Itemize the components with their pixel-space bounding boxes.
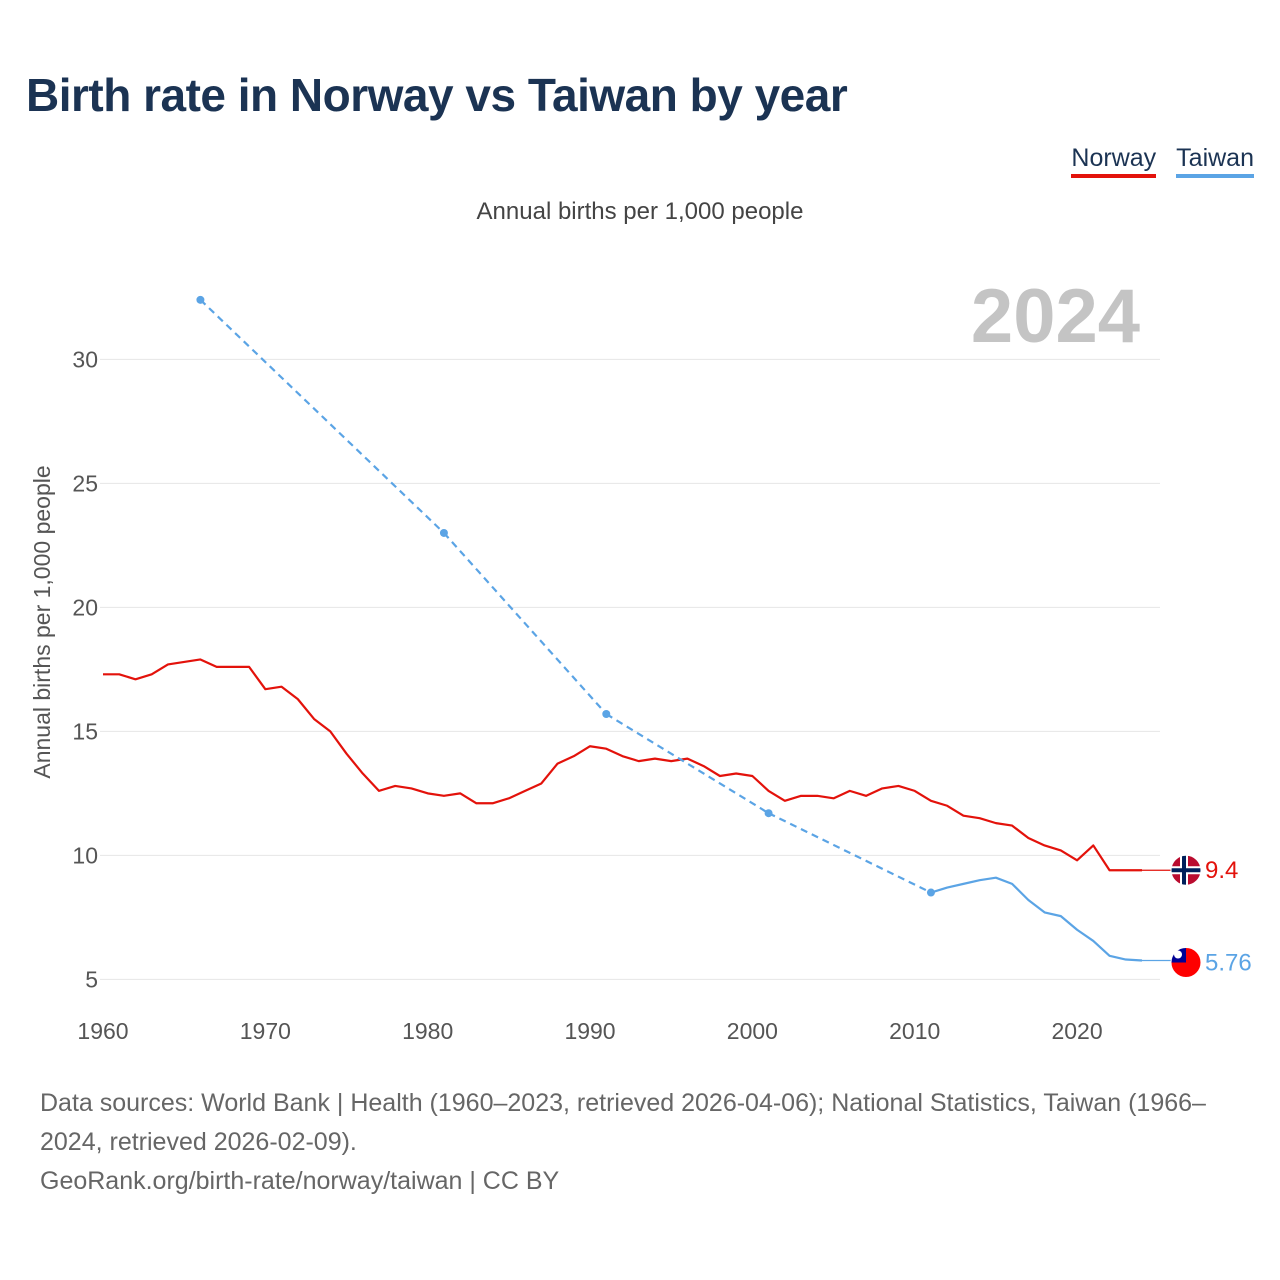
gridlines bbox=[100, 358, 1160, 980]
taiwan-flag-icon bbox=[1170, 947, 1202, 979]
x-tick-label: 1970 bbox=[240, 1018, 291, 1044]
y-axis-ticks: 5 10 15 20 25 30 bbox=[72, 346, 98, 992]
taiwan-gap-line bbox=[199, 299, 445, 534]
taiwan-point-2001[interactable] bbox=[764, 809, 773, 818]
taiwan-line bbox=[930, 876, 1143, 962]
x-tick-label: 1960 bbox=[77, 1018, 128, 1044]
x-tick-label: 1990 bbox=[564, 1018, 615, 1044]
taiwan-gap-line bbox=[443, 532, 608, 715]
x-tick-label: 2000 bbox=[727, 1018, 778, 1044]
taiwan-gap-line bbox=[605, 713, 770, 815]
y-tick-label: 5 bbox=[85, 966, 98, 992]
legend: Norway Taiwan bbox=[1071, 144, 1254, 178]
taiwan-point-1991[interactable] bbox=[602, 710, 611, 718]
taiwan-gap-line bbox=[768, 812, 932, 894]
chart-title: Birth rate in Norway vs Taiwan by year bbox=[26, 69, 848, 121]
data-sources: Data sources: World Bank | Health (1960–… bbox=[40, 1089, 1206, 1156]
taiwan-end-value: 5.76 bbox=[1205, 950, 1252, 977]
taiwan-point-1981[interactable] bbox=[439, 528, 448, 537]
y-axis-label: Annual births per 1,000 people bbox=[29, 465, 55, 778]
norway-end-value: 9.4 bbox=[1205, 857, 1238, 884]
chart-subtitle: Annual births per 1,000 people bbox=[476, 198, 804, 225]
y-tick-label: 10 bbox=[72, 842, 98, 868]
y-tick-label: 25 bbox=[72, 470, 98, 496]
norway-flag-icon bbox=[1170, 854, 1202, 886]
x-axis-ticks: 1960 1970 1980 1990 2000 2010 2020 bbox=[77, 1018, 1102, 1044]
series-lines bbox=[103, 295, 1143, 962]
end-markers: 9.4 5.76 bbox=[1142, 854, 1252, 979]
x-tick-label: 2020 bbox=[1051, 1018, 1102, 1044]
y-tick-label: 20 bbox=[72, 594, 98, 620]
year-watermark: 2024 bbox=[971, 274, 1140, 359]
legend-item-norway[interactable]: Norway bbox=[1071, 144, 1157, 178]
attribution: GeoRank.org/birth-rate/norway/taiwan | C… bbox=[40, 1167, 560, 1195]
norway-line bbox=[103, 658, 1142, 872]
x-tick-label: 2010 bbox=[889, 1018, 940, 1044]
x-tick-label: 1980 bbox=[402, 1018, 453, 1044]
footer: Data sources: World Bank | Health (1960–… bbox=[40, 1084, 1250, 1201]
y-tick-label: 15 bbox=[72, 718, 98, 744]
y-tick-label: 30 bbox=[72, 346, 98, 372]
legend-item-taiwan[interactable]: Taiwan bbox=[1176, 144, 1254, 178]
taiwan-point-2011[interactable] bbox=[926, 888, 935, 897]
taiwan-point-1966[interactable] bbox=[196, 295, 205, 304]
